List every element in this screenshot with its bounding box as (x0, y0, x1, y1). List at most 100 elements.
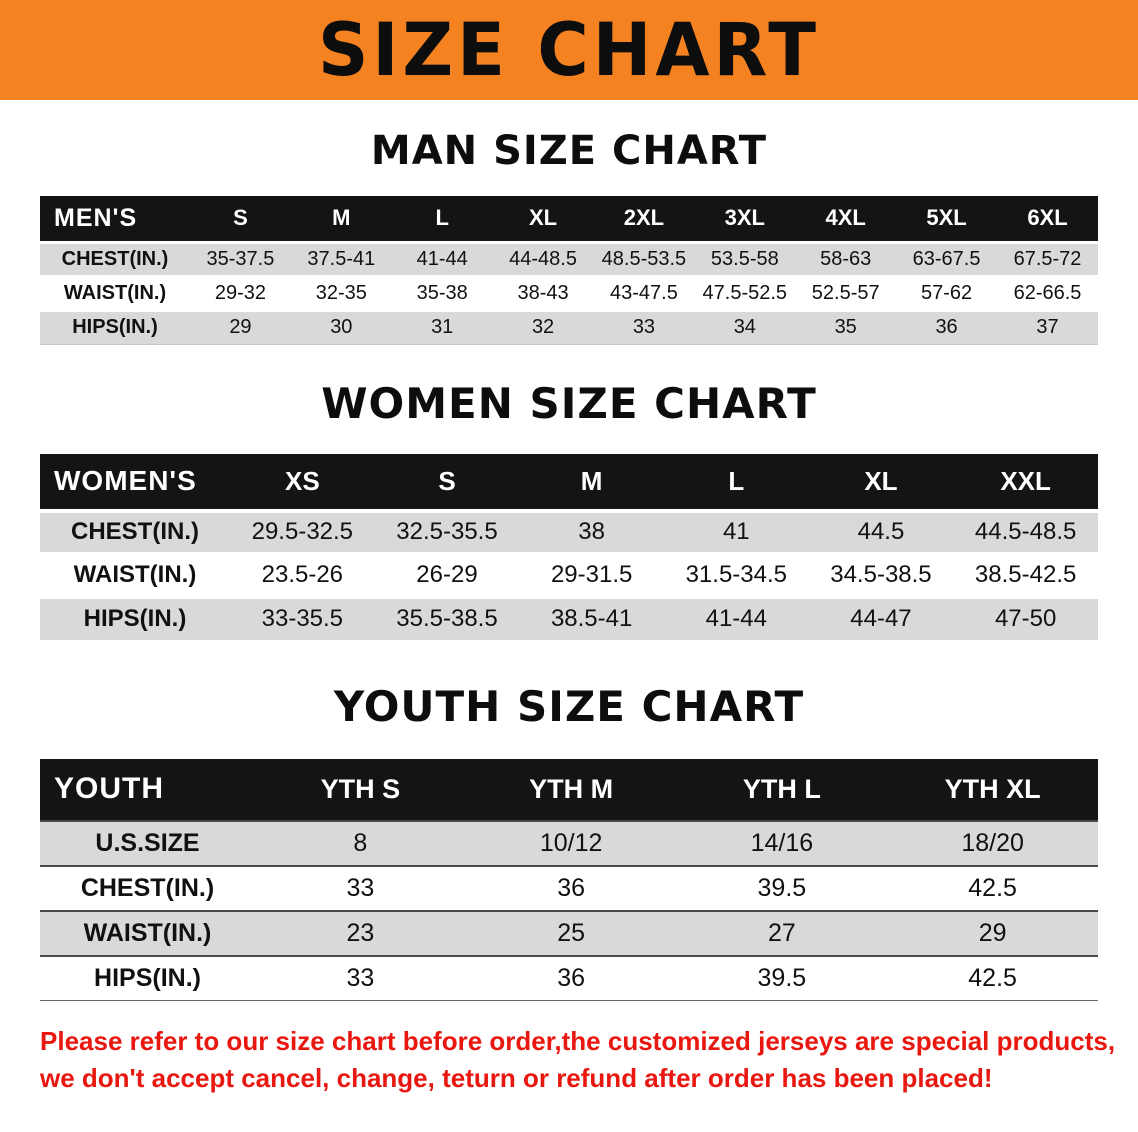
size-value-cell: 67.5-72 (1013, 247, 1082, 270)
size-value-cell: 42.5 (968, 963, 1017, 992)
size-value-cell: 32-35 (315, 281, 367, 304)
size-value-cell: 36 (557, 963, 586, 992)
women-section-heading: WOMEN SIZE CHART (321, 378, 817, 428)
measurement-row: WAIST(IN.) 23 25 27 29 (40, 910, 1098, 956)
disclaimer-line-2: we don't accept cancel, change, teturn o… (40, 1063, 993, 1093)
size-column-header: 5XL (896, 196, 997, 242)
size-value-cell: 53.5-58 (710, 247, 779, 270)
table-group-label: MEN'S (40, 196, 190, 242)
size-column-header: YTH L (676, 758, 888, 821)
men-size-table: MEN'S S M L XL 2XL 3XL 4XL 5XL 6XL CHEST(IN.) 35-3… (40, 196, 1098, 345)
size-value-cell: 38-43 (517, 281, 569, 304)
size-value-cell: 29.5-32.5 (251, 518, 354, 545)
size-value-cell: 44.5 (857, 518, 905, 545)
measurement-row-label: WAIST(IN.) (73, 561, 197, 588)
size-value-cell: 58-63 (820, 247, 872, 270)
size-value-cell: 35-38 (416, 281, 468, 304)
size-value-cell: 42.5 (968, 873, 1017, 902)
size-value-cell: 29-32 (214, 281, 267, 304)
size-column-header: 2XL (593, 196, 695, 242)
size-value-cell: 8 (353, 828, 368, 857)
size-column-header: 4XL (795, 196, 897, 242)
table-group-label: YOUTH (40, 758, 255, 821)
size-value-cell: 35 (834, 316, 857, 338)
measurement-row: CHEST(IN.) 35-37.5 37.5-41 41-44 44-48.5 48.5… (40, 242, 1098, 276)
measurement-row-label: CHEST(IN.) (71, 518, 199, 545)
banner-title: SIZE CHART (317, 6, 821, 94)
measurement-row: HIPS(IN.) 29 30 31 32 33 34 35 36 37 (40, 310, 1098, 344)
size-column-header: XS (230, 453, 375, 511)
size-value-cell: 29-31.5 (550, 561, 633, 588)
youth-section-heading: YOUTH SIZE CHART (333, 681, 805, 731)
size-value-cell: 33 (346, 963, 375, 992)
measurement-row-label: CHEST(IN.) (61, 247, 169, 270)
disclaimer-line-1: Please refer to our size chart before or… (40, 1026, 1116, 1056)
size-value-cell: 33 (346, 873, 375, 902)
measurement-row-label: HIPS(IN.) (83, 605, 187, 632)
women-table-header-row: WOMEN'S XS S M L XL XXL (40, 453, 1098, 511)
size-value-cell: 14/16 (750, 828, 814, 857)
size-value-cell: 44-48.5 (509, 247, 577, 270)
size-value-cell: 32.5-35.5 (396, 518, 498, 545)
measurement-row-label: CHEST(IN.) (80, 873, 215, 902)
size-value-cell: 39.5 (757, 963, 807, 992)
size-value-cell: 47.5-52.5 (702, 281, 788, 304)
youth-size-chart-section: YOUTH SIZE CHART YOUTH YTH S YTH M YTH L YTH… (0, 682, 1138, 1002)
youth-size-table: YOUTH YTH S YTH M YTH L YTH XL U.S.SIZE 8 10/1… (40, 758, 1098, 1002)
size-value-cell: 44.5-48.5 (974, 518, 1077, 545)
table-group-label: WOMEN'S (40, 453, 230, 511)
youth-table-header-row: YOUTH YTH S YTH M YTH L YTH XL (40, 758, 1098, 821)
size-value-cell: 26-29 (416, 561, 478, 588)
size-value-cell: 33-35.5 (261, 605, 344, 632)
women-size-chart-section: WOMEN SIZE CHART WOMEN'S XS S M L XL XXL CHEST… (0, 379, 1138, 640)
size-value-cell: 47-50 (994, 605, 1057, 632)
measurement-row: HIPS(IN.) 33-35.5 35.5-38.5 38.5-41 41-44 44-… (40, 596, 1098, 640)
size-value-cell: 27 (767, 918, 796, 947)
women-table-body: CHEST(IN.) 29.5-32.5 32.5-35.5 38 41 44.5 44.5… (40, 510, 1098, 640)
size-column-header: L (391, 196, 493, 242)
size-column-header: 3XL (694, 196, 796, 242)
size-value-cell: 29 (978, 918, 1007, 947)
size-value-cell: 37.5-41 (307, 247, 376, 270)
size-value-cell: 35-37.5 (206, 247, 275, 270)
size-value-cell: 37 (1036, 316, 1059, 338)
size-value-cell: 62-66.5 (1013, 281, 1082, 304)
measurement-row: HIPS(IN.) 33 36 39.5 42.5 (40, 955, 1098, 1001)
measurement-row: CHEST(IN.) 29.5-32.5 32.5-35.5 38 41 44.5 44.5… (40, 510, 1098, 554)
size-value-cell: 36 (557, 873, 586, 902)
size-value-cell: 33 (632, 316, 656, 338)
size-value-cell: 44-47 (850, 605, 912, 632)
youth-table-body: U.S.SIZE 8 10/12 14/16 18/20 CHEST(IN.) 33 36 39… (40, 820, 1098, 1001)
size-value-cell: 35.5-38.5 (396, 605, 498, 632)
size-column-header: YTH XL (887, 758, 1098, 821)
size-value-cell: 63-67.5 (912, 247, 981, 270)
size-value-cell: 43-47.5 (610, 281, 678, 304)
size-column-header: L (663, 453, 809, 511)
measurement-row: U.S.SIZE 8 10/12 14/16 18/20 (40, 820, 1098, 866)
size-value-cell: 23.5-26 (261, 561, 344, 588)
size-value-cell: 32 (531, 316, 555, 338)
measurement-row-label: WAIST(IN.) (63, 281, 167, 304)
size-value-cell: 41 (722, 518, 750, 545)
men-table-body: CHEST(IN.) 35-37.5 37.5-41 41-44 44-48.5 48.5… (40, 242, 1098, 344)
men-section-heading: MAN SIZE CHART (370, 128, 768, 174)
size-column-header: XL (492, 196, 594, 242)
measurement-row-label: HIPS(IN.) (94, 963, 201, 992)
measurement-row-label: WAIST(IN.) (83, 918, 212, 947)
size-value-cell: 34 (733, 316, 756, 338)
size-value-cell: 41-44 (416, 247, 468, 270)
measurement-row: WAIST(IN.) 23.5-26 26-29 29-31.5 31.5-34.5 34… (40, 553, 1098, 597)
size-column-header: S (190, 196, 291, 242)
size-value-cell: 34.5-38.5 (830, 561, 932, 588)
size-value-cell: 39.5 (757, 873, 807, 902)
measurement-row-label: HIPS(IN.) (72, 316, 158, 338)
measurement-row: CHEST(IN.) 33 36 39.5 42.5 (40, 865, 1098, 911)
size-value-cell: 31.5-34.5 (685, 561, 787, 588)
size-value-cell: 41-44 (705, 605, 767, 632)
size-value-cell: 36 (935, 316, 958, 338)
size-column-header: S (374, 453, 520, 511)
size-column-header: YTH M (465, 758, 677, 821)
size-value-cell: 30 (330, 316, 353, 338)
size-value-cell: 38.5-41 (550, 605, 633, 632)
size-value-cell: 25 (557, 918, 586, 947)
